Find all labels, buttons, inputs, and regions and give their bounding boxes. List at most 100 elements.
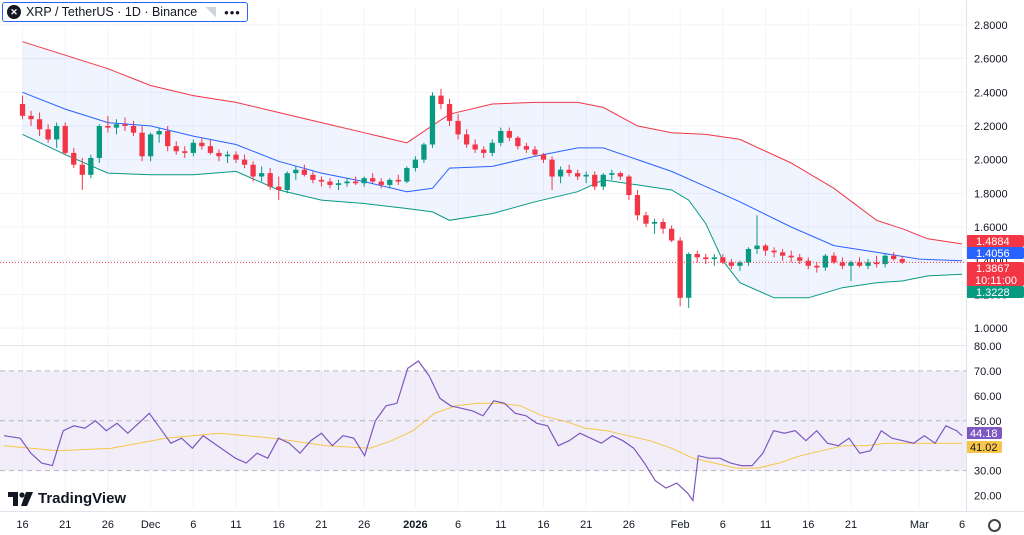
price-label-box: [966, 235, 1024, 247]
candle-body: [660, 221, 666, 229]
rsi-tick-label: 80.00: [974, 341, 1002, 353]
price-tick-label: 1.6000: [974, 222, 1008, 234]
candle-body: [745, 248, 752, 263]
price-label-text: 1.3867: [976, 263, 1010, 275]
tradingview-logo-icon: [8, 491, 33, 506]
candle-body: [822, 255, 828, 268]
more-options-icon[interactable]: •••: [224, 4, 241, 20]
candle-body: [779, 252, 786, 256]
time-tick-label: Feb: [671, 519, 690, 531]
candle-body: [250, 164, 256, 177]
price-tick-label: 2.2000: [974, 121, 1008, 133]
rsi-tick-label: 70.00: [974, 366, 1002, 378]
candle-body: [540, 154, 547, 160]
candle-body: [481, 149, 487, 153]
candle-body: [873, 262, 880, 265]
candle-body: [378, 181, 384, 185]
price-tick-label: 1.8000: [974, 188, 1008, 200]
countdown-label: 10:11:00: [975, 275, 1017, 287]
candle-body: [387, 179, 393, 185]
candle-body: [762, 245, 769, 251]
candle-body: [848, 262, 854, 266]
candle-body: [216, 152, 222, 157]
time-tick-label: 26: [102, 519, 114, 531]
candle-body: [258, 173, 265, 177]
candle-body: [463, 134, 470, 145]
candle-body: [62, 125, 68, 153]
rsi-value-text: 41.02: [970, 442, 998, 454]
candle-body: [668, 228, 675, 241]
time-tick-label: 21: [580, 519, 592, 531]
candle-body: [421, 144, 427, 160]
time-tick-label: 6: [720, 519, 726, 531]
chart-title: XRP / TetherUS · 1D · Binance: [26, 5, 198, 19]
upper-band-line: [22, 41, 963, 245]
candle-body: [395, 179, 401, 182]
candle-body: [122, 124, 128, 126]
price-label-text: 1.3228: [976, 287, 1010, 299]
candle-body: [583, 174, 589, 177]
candle-body: [557, 169, 564, 177]
candle-body: [370, 178, 376, 182]
settings-gear-icon[interactable]: [988, 519, 1001, 532]
price-tick-label: 1.0000: [974, 323, 1008, 335]
candle-body: [523, 146, 530, 150]
candle-body: [728, 262, 735, 266]
candle-body: [165, 131, 171, 147]
flag-icon[interactable]: [205, 6, 217, 18]
rsi-tick-label: 50.00: [974, 416, 1002, 428]
time-tick-label: 26: [358, 519, 370, 531]
candle-body: [472, 144, 478, 150]
rsi-value-box: [966, 441, 1002, 453]
candle-body: [267, 173, 273, 187]
candle-body: [301, 169, 307, 175]
price-tick-label: 2.8000: [974, 20, 1008, 32]
candle-body: [293, 169, 299, 174]
candle-body: [677, 240, 683, 298]
candle-body: [19, 104, 26, 116]
candle-body: [190, 142, 196, 153]
rsi-pane[interactable]: [0, 360, 966, 503]
rsi-value-text: 44.18: [970, 428, 998, 440]
candle-body: [71, 152, 77, 165]
candle-body: [515, 137, 521, 147]
candle-body: [506, 131, 512, 138]
candle-body: [891, 255, 897, 260]
rsi-tick-label: 20.00: [974, 491, 1002, 503]
tradingview-brand[interactable]: TradingView: [8, 490, 126, 507]
candle-body: [310, 174, 316, 180]
time-tick-label: 11: [495, 519, 506, 531]
time-tick-label: 16: [16, 519, 28, 531]
candle-body: [686, 254, 692, 298]
rsi-line: [3, 360, 963, 503]
candle-body: [600, 174, 606, 187]
symbol-chip[interactable]: ✕ XRP / TetherUS · 1D · Binance •••: [2, 2, 248, 22]
candle-body: [105, 125, 111, 128]
rsi-tick-label: 30.00: [974, 466, 1002, 478]
candle-body: [276, 186, 282, 190]
price-tick-label: 2.6000: [974, 54, 1008, 66]
candle-body: [771, 250, 777, 253]
time-tick-label: 21: [59, 519, 71, 531]
time-tick-label: 6: [455, 519, 461, 531]
candle-body: [797, 257, 803, 261]
time-tick-label: 11: [760, 519, 771, 531]
candle-body: [147, 134, 154, 157]
candle-body: [199, 142, 205, 147]
bollinger-fill: [22, 41, 962, 298]
candle-body: [814, 265, 820, 268]
candle-body: [28, 115, 34, 120]
candle-body: [156, 131, 162, 135]
price-tick-label: 2.0000: [974, 155, 1008, 167]
candle-body: [899, 259, 905, 263]
candle-body: [233, 154, 239, 160]
candle-body: [788, 255, 794, 258]
candle-body: [404, 168, 410, 182]
candle-body: [634, 195, 641, 216]
rsi-value-box: [966, 427, 1002, 439]
candle-body: [839, 262, 846, 266]
candle-body: [88, 157, 94, 175]
price-tick-label: 2.4000: [974, 87, 1008, 99]
brand-label: TradingView: [38, 490, 127, 507]
